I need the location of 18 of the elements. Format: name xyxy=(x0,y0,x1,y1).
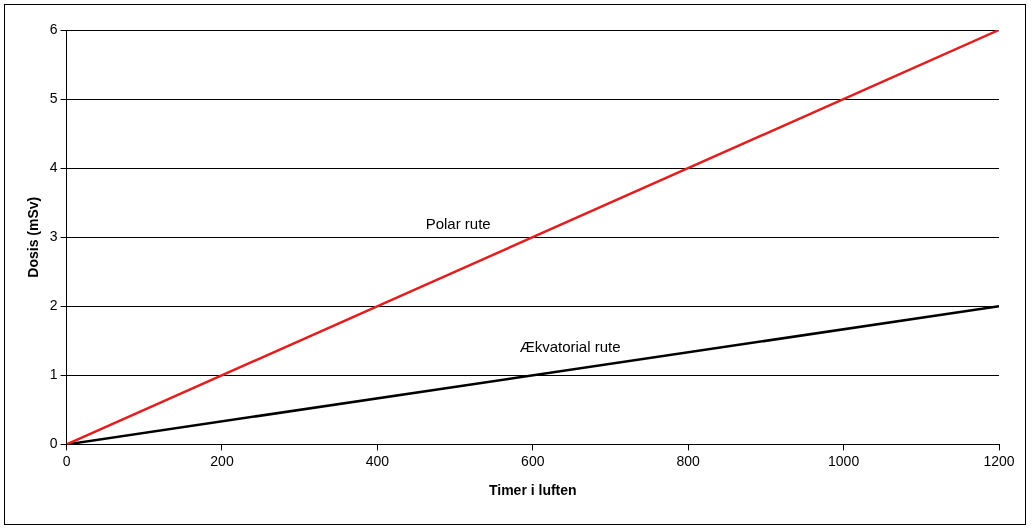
x-tick-label: 600 xyxy=(521,452,545,469)
y-tick-label: 2 xyxy=(49,297,58,314)
y-tick-label: 4 xyxy=(49,158,58,175)
y-tick-label: 3 xyxy=(49,228,58,245)
x-tick-label: 400 xyxy=(365,452,390,469)
y-axis-title: Dosis (mSv) xyxy=(25,196,42,278)
x-tick-label: 1200 xyxy=(983,452,1015,469)
x-tick-label: 200 xyxy=(210,452,234,469)
x-tick-label: 0 xyxy=(62,452,71,469)
y-tick-label: 6 xyxy=(49,20,58,37)
series-label: Ækvatorial rute xyxy=(519,337,621,355)
x-axis-title: Timer i luften xyxy=(488,482,577,499)
x-tick-label: 800 xyxy=(676,452,701,469)
x-tick-label: 1000 xyxy=(828,452,860,469)
y-tick-label: 0 xyxy=(49,435,58,452)
y-tick-label: 5 xyxy=(49,89,58,106)
series-label: Polar rute xyxy=(425,215,491,233)
y-tick-label: 1 xyxy=(49,366,58,383)
